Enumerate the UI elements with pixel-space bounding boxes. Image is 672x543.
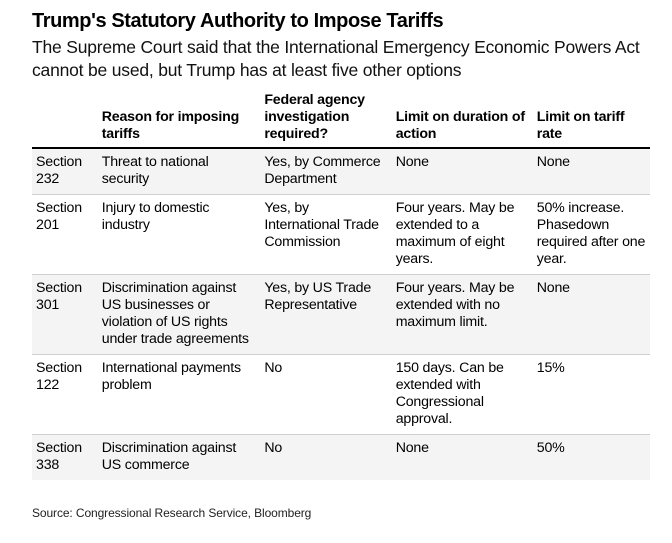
table-row: Section 232 Threat to national security … <box>32 148 650 195</box>
cell-duration: None <box>391 148 533 195</box>
cell-rate: 50% <box>532 434 650 480</box>
cell-investigation: Yes, by International Trade Commission <box>260 194 392 275</box>
tariff-authority-table: Reason for imposing tariffs Federal agen… <box>32 92 650 480</box>
column-header-rate: Limit on tariff rate <box>532 92 650 149</box>
cell-duration: Four years. May be extended to a maximum… <box>391 194 533 275</box>
cell-rate: None <box>532 148 650 195</box>
cell-rate: 15% <box>532 354 650 435</box>
cell-section: Section 201 <box>32 194 98 275</box>
cell-section: Section 232 <box>32 148 98 195</box>
page-subtitle: The Supreme Court said that the Internat… <box>32 37 640 80</box>
column-header-duration: Limit on duration of action <box>391 92 533 149</box>
table-row: Section 122 International payments probl… <box>32 354 650 435</box>
cell-reason: Discrimination against US businesses or … <box>97 274 261 355</box>
table-row: Section 338 Discrimination against US co… <box>32 434 650 480</box>
column-header-section <box>32 92 98 149</box>
cell-rate: 50% increase. Phasedown required after o… <box>532 194 650 275</box>
cell-rate: None <box>532 274 650 355</box>
cell-investigation: No <box>260 434 392 480</box>
column-header-investigation: Federal agency investigation required? <box>260 92 392 149</box>
cell-investigation: No <box>260 354 392 435</box>
page-title: Trump's Statutory Authority to Impose Ta… <box>32 10 444 32</box>
table-row: Section 201 Injury to domestic industry … <box>32 194 650 275</box>
cell-section: Section 301 <box>32 274 98 355</box>
cell-reason: Injury to domestic industry <box>97 194 261 275</box>
cell-reason: Threat to national security <box>97 148 261 195</box>
cell-duration: 150 days. Can be extended with Congressi… <box>391 354 533 435</box>
cell-duration: Four years. May be extended with no maxi… <box>391 274 533 355</box>
source-note: Source: Congressional Research Service, … <box>32 506 312 520</box>
cell-investigation: Yes, by Commerce Department <box>260 148 392 195</box>
table-header-row: Reason for imposing tariffs Federal agen… <box>32 92 650 149</box>
graphic-container: Trump's Statutory Authority to Impose Ta… <box>32 10 650 520</box>
table-row: Section 301 Discrimination against US bu… <box>32 274 650 355</box>
cell-section: Section 122 <box>32 354 98 435</box>
cell-reason: International payments problem <box>97 354 261 435</box>
column-header-reason: Reason for imposing tariffs <box>97 92 261 149</box>
cell-reason: Discrimination against US commerce <box>97 434 261 480</box>
cell-section: Section 338 <box>32 434 98 480</box>
cell-duration: None <box>391 434 533 480</box>
cell-investigation: Yes, by US Trade Representative <box>260 274 392 355</box>
